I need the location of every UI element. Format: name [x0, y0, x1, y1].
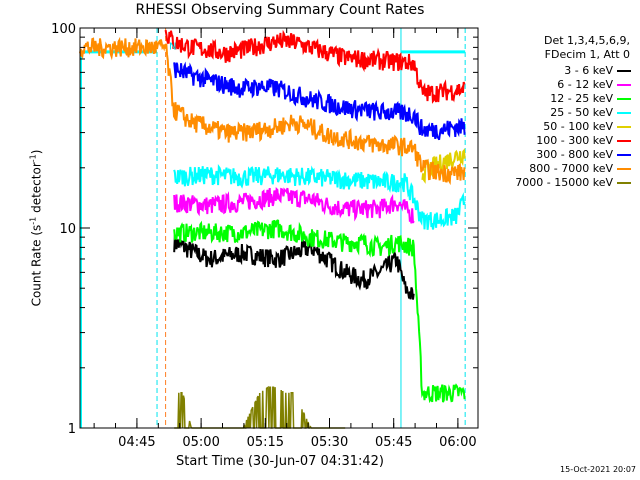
series-line — [421, 148, 466, 184]
series-line — [173, 163, 466, 230]
legend-item: 50 - 100 keV — [470, 120, 635, 134]
x-tick-label: 04:45 — [118, 435, 155, 450]
legend-label: 25 - 50 keV — [550, 106, 613, 119]
legend-swatch — [617, 140, 631, 142]
legend-label: 12 - 25 keV — [550, 92, 613, 105]
series-line — [164, 29, 466, 104]
x-tick-label: 05:00 — [182, 435, 219, 450]
legend-item: 7000 - 15000 keV — [470, 176, 635, 190]
legend-item: 100 - 300 keV — [470, 134, 635, 148]
legend-item: 300 - 800 keV — [470, 148, 635, 162]
y-axis-label-sup: -1 — [28, 216, 38, 225]
legend-item: 3 - 6 keV — [470, 64, 635, 78]
y-tick-label: 100 — [51, 22, 76, 37]
data-layer — [79, 28, 466, 429]
series-line — [79, 36, 466, 186]
legend-swatch — [617, 84, 631, 86]
series-line — [173, 219, 466, 404]
y-axis-label-end: ) — [29, 149, 44, 155]
legend-label: 7000 - 15000 keV — [515, 176, 613, 189]
legend-label: 50 - 100 keV — [543, 120, 613, 133]
legend-item: 12 - 25 keV — [470, 92, 635, 106]
flag-label: F — [395, 53, 401, 64]
y-axis-label: Count Rate (s-1 detector-1) — [29, 150, 44, 307]
legend-swatch — [617, 70, 631, 72]
series-line — [173, 234, 415, 300]
legend-swatch — [617, 112, 631, 114]
legend-label: 3 - 6 keV — [564, 64, 613, 77]
legend-swatch — [617, 98, 631, 100]
y-tick-label: 10 — [59, 222, 76, 237]
series-line — [173, 186, 415, 224]
y-axis-label-tail: detector — [29, 162, 44, 217]
detector-line-1: Det 1,3,4,5,6,9, — [543, 34, 630, 47]
legend-item: 800 - 7000 keV — [470, 162, 635, 176]
legend-label: 6 - 12 keV — [557, 78, 613, 91]
y-tick-label: 1 — [68, 422, 76, 437]
legend-label: 100 - 300 keV — [536, 134, 613, 147]
legend-label: 300 - 800 keV — [536, 148, 613, 161]
detector-line-2: FDecim 1, Att 0 — [544, 48, 630, 61]
legend-swatch — [617, 154, 631, 156]
x-tick-label: 05:15 — [247, 435, 284, 450]
legend-item: 6 - 12 keV — [470, 78, 635, 92]
footer-date: 15-Oct-2021 20:07 — [560, 465, 636, 474]
x-tick-label: 05:30 — [311, 435, 348, 450]
legend-swatch — [617, 168, 631, 170]
series-line — [173, 61, 466, 141]
series-line — [174, 385, 346, 429]
y-axis-label-main: Count Rate (s — [29, 224, 44, 307]
axis-layer: 1 10 100 04:45 05:00 05:15 05:30 05:45 06:00 N F — [51, 22, 479, 450]
legend-item: 25 - 50 keV — [470, 106, 635, 120]
y-axis-label-tail-sup: -1 — [28, 154, 38, 163]
legend-swatch — [617, 182, 631, 184]
legend-label: 800 - 7000 keV — [529, 162, 613, 175]
chart-title: RHESSI Observing Summary Count Rates — [135, 2, 425, 18]
x-tick-label: 06:00 — [439, 435, 476, 450]
legend-swatch — [617, 126, 631, 128]
flag-label: N — [169, 42, 176, 53]
x-axis-label: Start Time (30-Jun-07 04:31:42) — [176, 454, 384, 469]
x-tick-label: 05:45 — [375, 435, 412, 450]
